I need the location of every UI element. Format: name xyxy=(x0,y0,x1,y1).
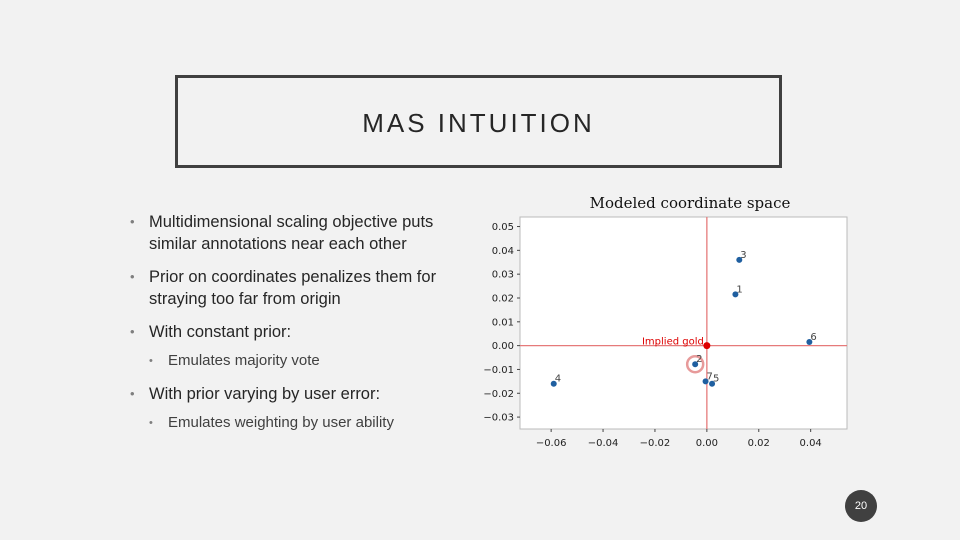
bullet-1: • Multidimensional scaling objective puts… xyxy=(130,211,460,255)
data-point xyxy=(732,291,739,298)
point-label: 3 xyxy=(740,250,746,261)
data-point xyxy=(806,339,813,346)
bullet-3: • With constant prior: xyxy=(130,321,460,343)
point-label: 1 xyxy=(736,284,742,295)
gold-label: Implied gold xyxy=(642,337,704,348)
bullet-text: With prior varying by user error: xyxy=(149,385,381,403)
y-tick-label: 0.01 xyxy=(492,317,514,328)
highlight-ring xyxy=(685,354,705,374)
x-tick-label: −0.04 xyxy=(588,438,619,449)
y-tick-label: −0.01 xyxy=(483,365,514,376)
bullet-glyph: • xyxy=(149,355,153,367)
data-point xyxy=(736,256,743,263)
data-point xyxy=(709,380,716,387)
slide-title: MAS INTUITION xyxy=(362,108,595,138)
gold-point xyxy=(703,342,711,350)
y-tick-label: 0.05 xyxy=(492,222,514,233)
bullet-2: • Prior on coordinates penalizes them for… xyxy=(130,266,460,310)
bullet-glyph: • xyxy=(130,214,135,229)
x-tick-label: 0.04 xyxy=(800,438,822,449)
chart-title: Modeled coordinate space xyxy=(589,194,791,212)
y-tick-label: 0.03 xyxy=(492,270,514,281)
bullet-text: Multidimensional scaling objective puts … xyxy=(149,213,434,253)
bullet-glyph: • xyxy=(130,269,135,284)
data-point xyxy=(692,361,699,368)
y-tick-label: −0.02 xyxy=(483,389,514,400)
y-tick-label: 0.02 xyxy=(492,293,514,304)
sub-bullet-3-1: • Emulates majority vote xyxy=(130,351,460,371)
data-point xyxy=(702,378,709,385)
y-tick-label: 0.00 xyxy=(492,341,514,352)
bullet-list: • Multidimensional scaling objective puts… xyxy=(130,211,460,445)
x-tick-label: −0.06 xyxy=(536,438,567,449)
bullet-text: With constant prior: xyxy=(149,323,292,341)
plot-area xyxy=(519,216,848,430)
bullet-4: • With prior varying by user error: xyxy=(130,383,460,405)
x-tick-label: 0.02 xyxy=(748,438,770,449)
x-tick-label: 0.00 xyxy=(696,438,718,449)
point-label: 5 xyxy=(713,374,719,385)
y-tick-label: 0.04 xyxy=(492,246,514,257)
y-tick-label: −0.03 xyxy=(483,413,514,424)
sub-bullet-text: Emulates weighting by user ability xyxy=(168,414,394,431)
data-point xyxy=(550,380,557,387)
x-tick-label: −0.02 xyxy=(640,438,671,449)
bullet-glyph: • xyxy=(130,324,135,339)
bullet-glyph: • xyxy=(130,386,135,401)
title-box: MAS INTUITION xyxy=(175,75,782,168)
bullet-text: Prior on coordinates penalizes them for … xyxy=(149,268,437,308)
sub-bullet-4-1: • Emulates weighting by user ability xyxy=(130,413,460,433)
scatter-chart: −0.06 −0.04 −0.02 0.00 0.02 0.04 0.05 0.04 0.03 0… xyxy=(483,216,848,449)
bullet-glyph: • xyxy=(149,417,153,429)
point-label: 6 xyxy=(810,332,816,343)
point-label: 2 xyxy=(696,354,702,365)
point-label: 4 xyxy=(555,374,561,385)
page-number-badge: 20 xyxy=(845,490,877,522)
sub-bullet-text: Emulates majority vote xyxy=(168,352,320,369)
point-label: 7 xyxy=(707,371,713,382)
